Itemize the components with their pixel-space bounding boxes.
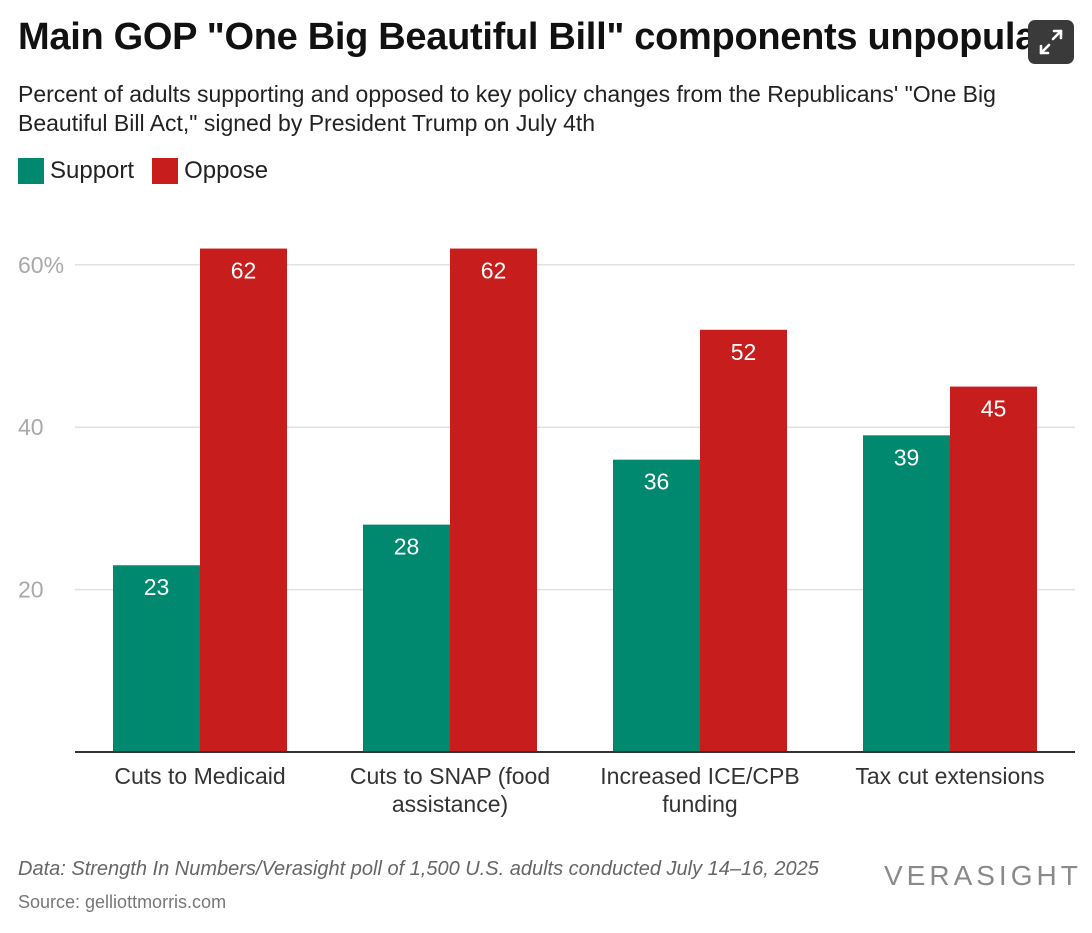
data-label-support-2: 28: [394, 534, 420, 560]
x-category-label-line: Cuts to SNAP (food: [350, 763, 550, 789]
x-category-label-line: Tax cut extensions: [855, 763, 1044, 789]
x-category-label-line: funding: [662, 791, 737, 817]
data-label-support-1: 23: [144, 574, 170, 600]
y-tick-label-20: 20: [18, 577, 44, 603]
x-category-label-line: Cuts to Medicaid: [114, 763, 285, 789]
x-category-label-4: Tax cut extensions: [855, 763, 1044, 789]
legend-label-support: Support: [50, 157, 135, 184]
bar-support-4: [863, 435, 950, 752]
legend-swatch-oppose: [152, 158, 179, 184]
data-note: Data: Strength In Numbers/Verasight poll…: [18, 858, 819, 880]
x-category-label-2: Cuts to SNAP (food assistance): [350, 763, 550, 817]
legend-swatch-support: [18, 158, 44, 184]
legend-label-oppose: Oppose: [184, 157, 269, 184]
data-label-support-4: 39: [894, 444, 920, 470]
bar-support-1: [113, 565, 200, 752]
data-label-support-3: 36: [644, 469, 670, 495]
x-category-label-line: assistance): [392, 791, 508, 817]
y-tick-label-40: 40: [18, 414, 44, 440]
bar-support-2: [363, 524, 450, 752]
bar-oppose-2: [450, 248, 537, 752]
bar-chart: 20 40 60% 23 28 36 39 62 62 52 45 Cuts to Medicaid C…: [18, 248, 1075, 817]
bar-oppose-3: [700, 329, 787, 752]
chart-legend: Support Oppose: [18, 157, 286, 185]
bar-oppose-4: [950, 386, 1037, 752]
data-label-oppose-3: 52: [731, 339, 757, 365]
source-credit: Source: gelliottmorris.com: [18, 892, 227, 912]
x-category-label-line: Increased ICE/CPB: [600, 763, 799, 789]
legend-item-support: Support: [18, 157, 134, 185]
expand-button[interactable]: [1028, 20, 1074, 64]
bar-support-3: [613, 459, 700, 752]
chart-title: Main GOP "One Big Beautiful Bill" compon…: [18, 16, 1051, 58]
data-label-oppose-2: 62: [481, 258, 507, 284]
chart-subtitle: Percent of adults supporting and opposed…: [18, 81, 996, 136]
brand-logo: VERASIGHT: [884, 860, 1082, 891]
x-category-label-3: Increased ICE/CPB funding: [600, 763, 799, 817]
data-label-oppose-1: 62: [231, 258, 257, 284]
expand-arrows-icon: [1039, 29, 1063, 55]
data-label-oppose-4: 45: [981, 396, 1007, 422]
legend-item-oppose: Oppose: [152, 157, 268, 185]
x-category-label-1: Cuts to Medicaid: [114, 763, 285, 789]
bar-oppose-1: [200, 248, 287, 752]
y-tick-label-60: 60%: [18, 252, 64, 278]
